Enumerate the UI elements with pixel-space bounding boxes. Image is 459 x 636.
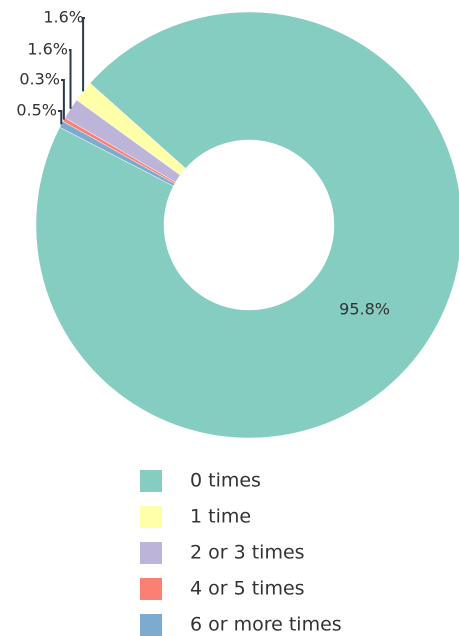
slice-label: 0.3% <box>19 70 60 89</box>
legend-label: 1 time <box>190 506 251 528</box>
slice-label: 0.5% <box>16 101 57 120</box>
legend-label: 2 or 3 times <box>190 542 305 564</box>
leader-line <box>82 17 85 92</box>
legend-swatch <box>140 542 162 564</box>
legend-swatch <box>140 578 162 600</box>
leader-line <box>61 79 65 120</box>
legend-label: 4 or 5 times <box>190 578 305 600</box>
slice <box>35 11 459 439</box>
legend-swatch <box>140 470 162 492</box>
legend-label: 6 or more times <box>190 614 342 636</box>
slice-label: 95.8% <box>339 299 390 318</box>
leader-line <box>69 49 72 109</box>
slice-label: 1.6% <box>27 40 68 59</box>
slice-label: 1.6% <box>43 8 84 27</box>
legend-swatch <box>140 506 162 528</box>
legend-label: 0 times <box>190 470 261 492</box>
leader-line <box>58 110 63 125</box>
legend-swatch <box>140 614 162 636</box>
